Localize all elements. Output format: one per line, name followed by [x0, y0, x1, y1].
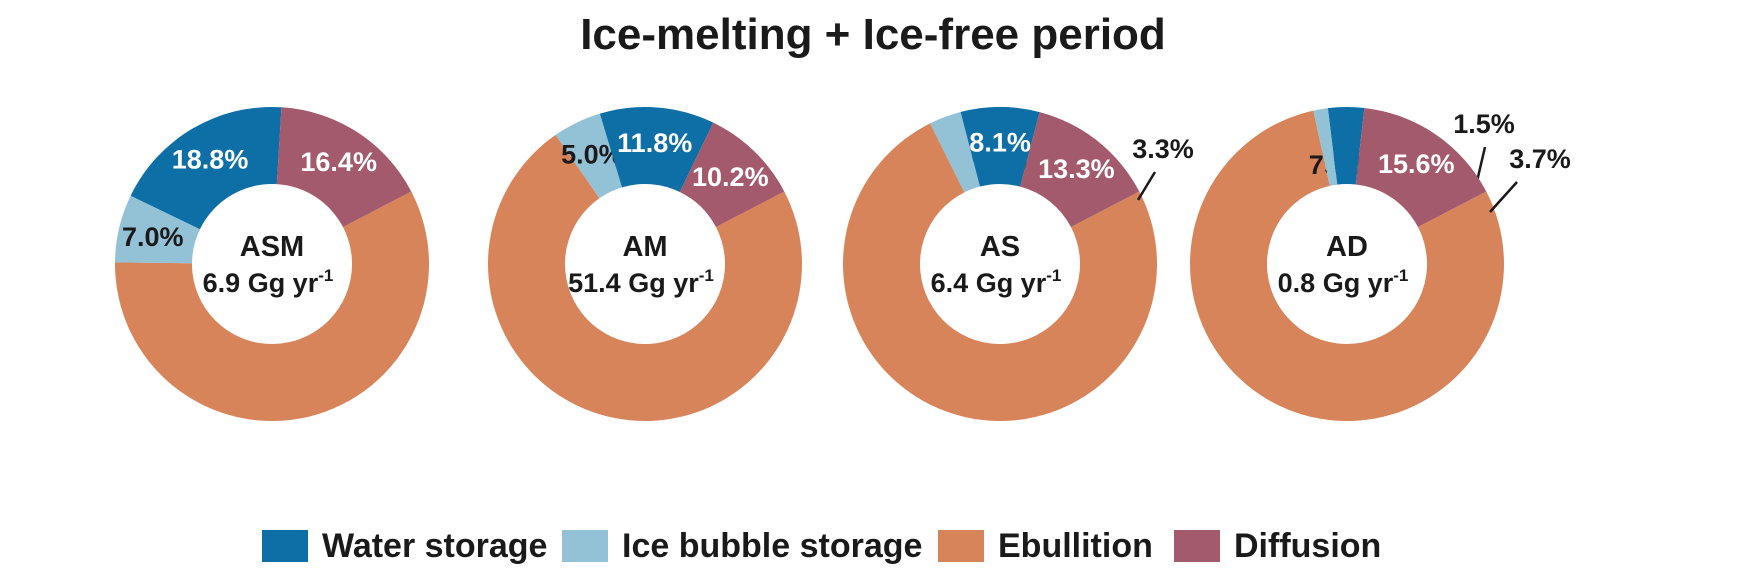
legend-label: Ice bubble storage	[622, 526, 923, 565]
legend-label: Water storage	[322, 526, 548, 565]
legend-swatch	[562, 530, 608, 562]
legend-item-water-storage: Water storage	[262, 526, 547, 566]
slice-ebullition	[114, 191, 430, 422]
center-flux-value: 6.4 Gg yr	[931, 268, 1047, 298]
center-name: AM	[622, 231, 667, 263]
center-flux-exponent: -1	[1046, 266, 1061, 285]
slice-diffusion	[276, 107, 412, 228]
center-flux-value: 0.8 Gg yr	[1278, 268, 1394, 298]
center-flux: 51.4 Gg yr-1	[568, 266, 714, 298]
slice-label: 16.4%	[300, 147, 377, 177]
slice-label: 3.3%	[1132, 134, 1194, 164]
center-flux: 6.9 Gg yr-1	[203, 266, 334, 298]
slice-diffusion	[679, 122, 785, 228]
center-flux-exponent: -1	[1393, 266, 1408, 285]
slice-diffusion	[1355, 107, 1487, 228]
slice-ebullition	[843, 123, 1157, 421]
legend-item-diffusion: Diffusion	[1174, 526, 1381, 566]
center-flux: 0.8 Gg yr-1	[1278, 266, 1409, 298]
slice-label: 7.0%	[122, 222, 184, 252]
center-flux-exponent: -1	[699, 266, 714, 285]
center-flux: 6.4 Gg yr-1	[931, 266, 1062, 298]
slice-water-storage	[1327, 107, 1365, 185]
center-flux-value: 6.9 Gg yr	[203, 268, 319, 298]
center-flux-value: 51.4 Gg yr	[568, 268, 699, 298]
donut-as: 75.3%3.3%8.1%13.3%AS6.4 Gg yr-1	[843, 106, 1194, 421]
slice-label: 1.5%	[1453, 109, 1515, 139]
legend-swatch	[262, 530, 308, 562]
slice-ice-bubble-storage	[1313, 108, 1338, 186]
legend-item-ice-bubble-storage: Ice bubble storage	[562, 526, 922, 566]
center-flux-exponent: -1	[318, 266, 333, 285]
leader-line	[1136, 171, 1157, 201]
center-name: AD	[1326, 231, 1368, 263]
slice-water-storage	[130, 107, 282, 230]
slice-label: 13.3%	[1038, 154, 1115, 184]
slice-label: 3.7%	[1509, 144, 1571, 174]
slice-label: 11.8%	[617, 128, 692, 158]
slice-water-storage	[599, 107, 714, 192]
slice-ebullition	[1189, 110, 1504, 421]
slice-ice-bubble-storage	[555, 113, 623, 199]
slice-ice-bubble-storage	[930, 112, 980, 193]
donut-ad: 79.2%1.5%3.7%15.6%AD0.8 Gg yr-1	[1189, 107, 1571, 421]
center-name: AS	[980, 231, 1020, 263]
legend-item-ebullition: Ebullition	[938, 526, 1153, 566]
slice-ice-bubble-storage	[115, 195, 200, 264]
slice-label: 10.2%	[692, 162, 769, 192]
slice-diffusion	[1020, 112, 1140, 228]
slice-label: 15.6%	[1378, 149, 1455, 179]
legend-label: Diffusion	[1234, 526, 1382, 565]
slice-ebullition	[488, 134, 802, 421]
legend-swatch	[1174, 530, 1220, 562]
slice-label: 8.1%	[969, 128, 1031, 158]
slice-label: 18.8%	[172, 144, 249, 174]
legend-swatch	[938, 530, 984, 562]
slice-water-storage	[960, 106, 1040, 187]
legend-label: Ebullition	[998, 526, 1153, 565]
center-name: ASM	[240, 231, 304, 263]
legend: Water storage Ice bubble storage Ebullitio…	[0, 526, 1746, 566]
leader-line	[1489, 181, 1518, 213]
chart-title: Ice-melting + Ice-free period	[580, 10, 1166, 59]
